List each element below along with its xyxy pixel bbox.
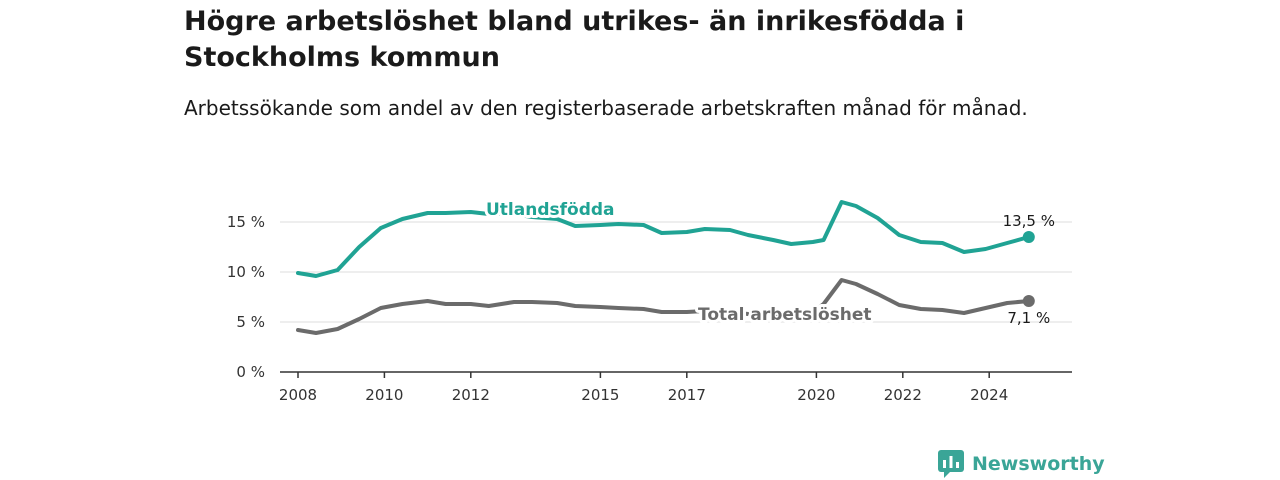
x-tick-label: 2017 (668, 386, 706, 404)
x-tick-label: 2020 (797, 386, 835, 404)
y-tick-label: 0 % (236, 363, 265, 381)
series-end-point (1022, 231, 1035, 243)
series-end-point (1022, 295, 1035, 307)
x-tick-label: 2015 (581, 386, 619, 404)
series-end-label: 13,5 % (1003, 212, 1055, 230)
series-end-label: 7,1 % (1007, 309, 1050, 327)
brand-logo: Newsworthy (938, 449, 1105, 479)
chart-bubble-icon (938, 450, 964, 478)
x-tick-label: 2022 (884, 386, 922, 404)
x-tick-label: 2010 (365, 386, 403, 404)
chart-title: Högre arbetslöshet bland utrikes- än inr… (184, 6, 965, 73)
x-tick-label: 2012 (452, 386, 490, 404)
series-name-label: Total arbetslöshet (698, 305, 872, 325)
chart-lines (296, 200, 1035, 335)
chart-labels: 13,5 % 7,1 % Utlandsfödda Total arbetslöshe… (483, 197, 1055, 328)
x-axis: 2008 2010 2012 2015 2017 2020 2022 2024 (279, 371, 1072, 404)
series-line (296, 200, 1031, 278)
y-axis: 0 % 5 % 10 % 15 % (227, 213, 265, 381)
y-tick-label: 5 % (236, 313, 265, 331)
x-tick-label: 2008 (279, 386, 317, 404)
chart-grid (280, 221, 1072, 323)
y-tick-label: 10 % (227, 263, 265, 281)
chart-subtitle: Arbetssökande som andel av den registerb… (184, 96, 1028, 120)
series-line (296, 278, 1031, 335)
brand-name: Newsworthy (972, 453, 1105, 475)
series-name-label: Utlandsfödda (486, 200, 615, 220)
y-tick-label: 15 % (227, 213, 265, 231)
x-tick-label: 2024 (970, 386, 1008, 404)
